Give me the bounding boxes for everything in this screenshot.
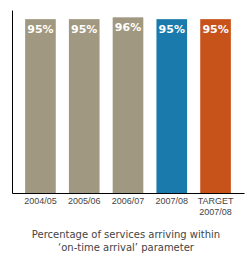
data-label: 95% xyxy=(27,23,53,36)
plot: 95% 95% 96% 95% 95% 2004/05 2005/06 2006/07 2007… xyxy=(13,11,245,217)
x-tick-label: 2005/06 xyxy=(68,196,101,206)
title-line: Percentage of services arriving within xyxy=(32,229,220,240)
title: Percentage of services arriving within ‘o… xyxy=(32,229,220,253)
data-label: 95% xyxy=(202,23,228,36)
bar xyxy=(69,19,100,193)
x-tick: 2007/08 xyxy=(156,196,189,206)
x-tick-label-line: TARGET xyxy=(198,196,234,206)
y-axis xyxy=(12,11,13,194)
bar xyxy=(25,19,56,193)
x-tick-label: 2007/08 xyxy=(156,196,189,206)
x-tick: 2006/07 xyxy=(112,196,145,206)
x-tick-label-line: 2007/08 xyxy=(199,207,232,217)
bar xyxy=(113,17,144,193)
y-axis-line xyxy=(12,11,13,194)
x-tick-label-line: 2005/06 xyxy=(68,196,101,206)
x-tick: 2004/05 xyxy=(24,196,57,206)
data-label: 95% xyxy=(159,23,185,36)
x-tick-label-line: 2006/07 xyxy=(112,196,145,206)
data-label: 96% xyxy=(115,21,141,34)
x-axis-line xyxy=(13,193,245,194)
title-line: ‘on-time arrival’ parameter xyxy=(58,242,195,253)
data-labels: 95% 95% 96% 95% 95% xyxy=(27,21,228,36)
x-tick-label-line: 2007/08 xyxy=(156,196,189,206)
bar xyxy=(156,19,187,193)
data-label: 95% xyxy=(71,23,97,36)
x-tick-label: 2004/05 xyxy=(24,196,57,206)
x-tick-label: 2006/07 xyxy=(112,196,145,206)
x-tick-label-line: 2004/05 xyxy=(24,196,57,206)
bar xyxy=(200,19,231,193)
x-tick-label: TARGET2007/08 xyxy=(198,196,234,216)
x-tick: 2005/06 xyxy=(68,196,101,206)
x-axis: 2004/052005/062006/072007/08TARGET2007/0… xyxy=(13,194,245,217)
bars xyxy=(25,17,231,193)
x-tick: TARGET2007/08 xyxy=(198,196,234,216)
chart: 95% 95% 96% 95% 95% 2004/05 2005/06 2006/07 2007… xyxy=(0,0,252,259)
